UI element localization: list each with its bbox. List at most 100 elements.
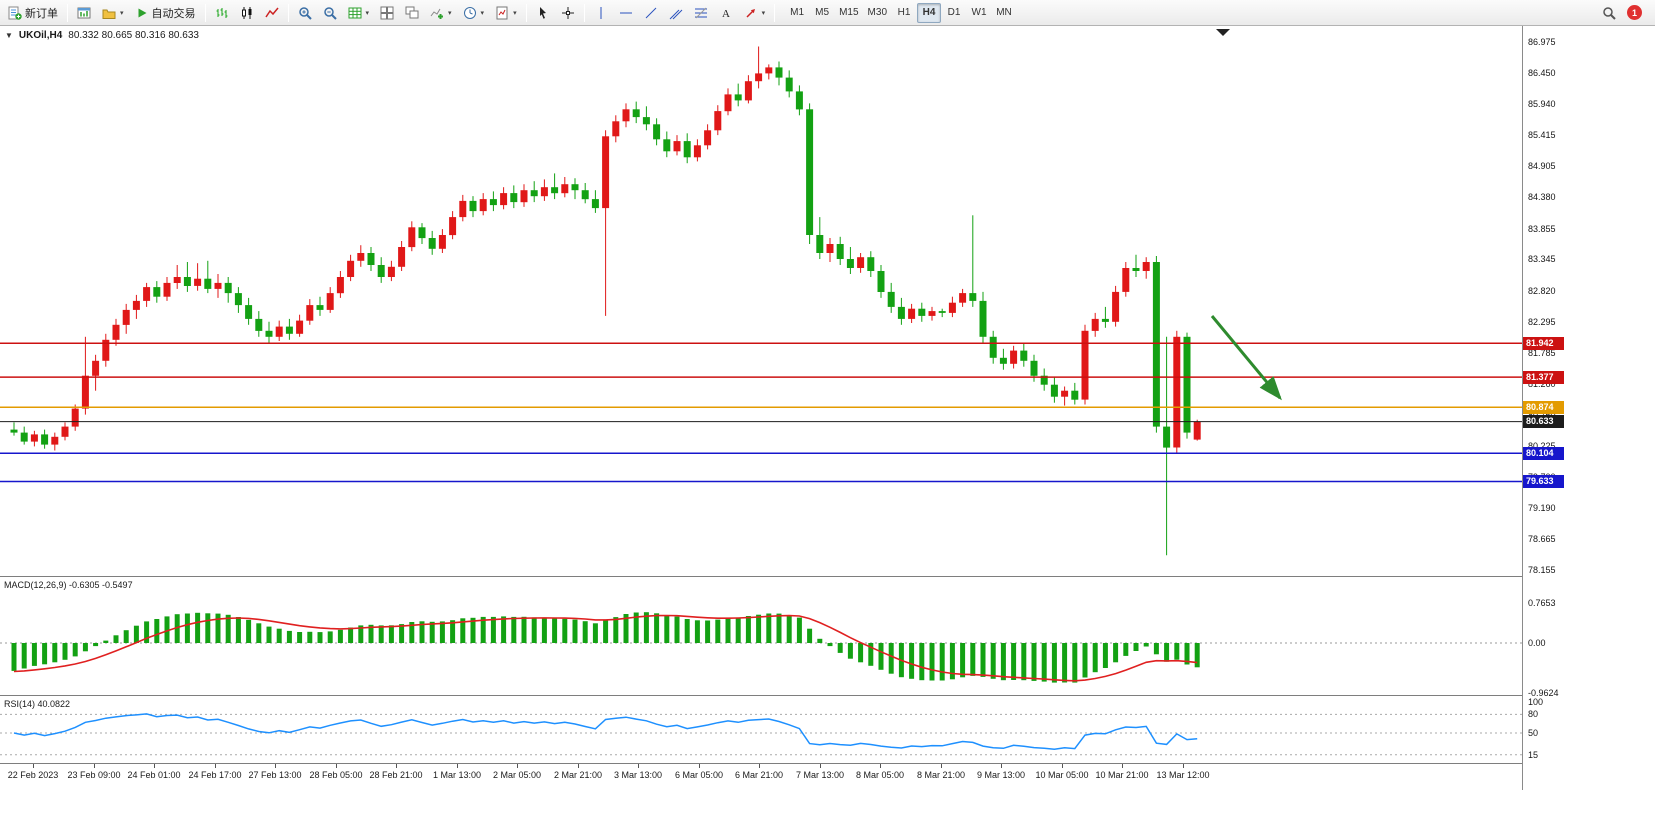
candle-body	[581, 190, 589, 200]
candle-body	[928, 311, 936, 316]
chart-window[interactable]: ▼ UKOil,H4 80.332 80.665 80.316 80.633 M…	[0, 26, 1655, 828]
vertical-line-tool-button[interactable]	[589, 2, 613, 24]
resistance-line-2-price-badge: 81.377	[1523, 371, 1564, 384]
timeframe-button-m30[interactable]: M30	[864, 3, 891, 23]
time-axis-tick	[880, 764, 881, 768]
rsi-panel[interactable]	[0, 696, 1522, 763]
candle-body	[398, 247, 406, 267]
candle-body	[1152, 262, 1160, 427]
timeframe-button-d1[interactable]: D1	[942, 3, 966, 23]
candle-body	[245, 305, 253, 319]
arrows-tool-button[interactable]: ▾	[739, 2, 771, 24]
price-axis[interactable]: 86.975 86.450 85.940 85.415 84.905 84.380 83.8…	[1522, 26, 1655, 790]
text-tool-button[interactable]: A	[714, 2, 738, 24]
notification-badge[interactable]: 1	[1627, 5, 1642, 20]
candle-body	[724, 94, 732, 112]
main-price-chart[interactable]	[0, 26, 1522, 576]
candle-body	[1050, 384, 1058, 397]
price-axis-label: 79.190	[1528, 503, 1556, 513]
price-axis-label: 82.295	[1528, 317, 1556, 327]
time-axis-tick	[1183, 764, 1184, 768]
time-axis-label: 7 Mar 13:00	[795, 770, 845, 780]
timeframe-button-h4[interactable]: H4	[917, 2, 941, 23]
candle-body	[734, 94, 742, 101]
time-axis-label: 24 Feb 01:00	[127, 770, 181, 780]
zoom-in-button[interactable]	[293, 2, 317, 24]
timeframe-button-m15[interactable]: M15	[835, 3, 862, 23]
candle-body	[663, 139, 671, 152]
indicators-icon	[430, 6, 444, 20]
time-axis[interactable]: 22 Feb 2023 23 Feb 09:00 24 Feb 01:00 24 Fe…	[0, 764, 1522, 828]
indicators-button[interactable]: ▾	[425, 2, 457, 24]
fibonacci-icon	[694, 6, 708, 20]
candle-body	[51, 436, 59, 445]
candle-body	[765, 67, 773, 74]
candlestick-mode-button[interactable]	[235, 2, 259, 24]
candle-body	[30, 434, 38, 442]
time-axis-tick	[578, 764, 579, 768]
periods-button[interactable]: ▾	[458, 2, 490, 24]
rsi-axis-label: 15	[1528, 750, 1539, 760]
candle-body	[561, 184, 569, 194]
timeframe-button-m1[interactable]: M1	[785, 3, 809, 23]
candle-body	[1071, 390, 1079, 400]
new-order-button[interactable]: 新订单	[3, 2, 63, 24]
crosshair-tool-button[interactable]	[556, 2, 580, 24]
candle-body	[693, 145, 701, 158]
candle-body	[520, 190, 528, 203]
support-line-2-price-badge: 79.633	[1523, 475, 1564, 488]
cascade-windows-button[interactable]	[400, 2, 424, 24]
timeframe-button-m5[interactable]: M5	[810, 3, 834, 23]
timeframe-button-w1[interactable]: W1	[967, 3, 991, 23]
tile-windows-button[interactable]	[375, 2, 399, 24]
candle-body	[744, 81, 752, 101]
symbol-dropdown-icon[interactable]: ▼	[5, 31, 13, 40]
autotrading-button[interactable]: 自动交易	[130, 2, 201, 24]
time-axis-tick	[33, 764, 34, 768]
timeframe-button-mn[interactable]: MN	[992, 3, 1016, 23]
crosshair-icon	[561, 6, 575, 20]
time-axis-tick	[517, 764, 518, 768]
cursor-tool-button[interactable]	[531, 2, 555, 24]
new-chart-button[interactable]	[72, 2, 96, 24]
cursor-icon	[536, 6, 550, 20]
panel-separator[interactable]	[0, 695, 1655, 696]
trendline-icon	[644, 6, 658, 20]
candle-body	[1122, 268, 1130, 292]
candle-body	[1081, 330, 1089, 400]
macd-panel[interactable]	[0, 577, 1522, 695]
candle-body	[551, 187, 559, 194]
candle-body	[41, 434, 49, 445]
channel-icon	[669, 6, 683, 20]
horizontal-line-tool-button[interactable]	[614, 2, 638, 24]
fibonacci-tool-button[interactable]	[689, 2, 713, 24]
dropdown-caret-icon: ▾	[513, 9, 517, 17]
dropdown-caret-icon: ▾	[365, 9, 370, 17]
trendline-tool-button[interactable]	[639, 2, 663, 24]
search-button[interactable]	[1597, 2, 1621, 24]
line-chart-mode-button[interactable]	[260, 2, 284, 24]
channel-tool-button[interactable]	[664, 2, 688, 24]
templates-button[interactable]: ▾	[490, 2, 522, 24]
candle-body	[173, 277, 181, 283]
autotrading-play-icon	[135, 6, 149, 20]
time-axis-label: 9 Mar 13:00	[976, 770, 1026, 780]
price-axis-label: 80.225	[1528, 441, 1556, 451]
price-axis-label: 83.345	[1528, 254, 1556, 264]
zoom-out-button[interactable]	[318, 2, 342, 24]
candle-body	[1132, 268, 1140, 271]
panel-separator[interactable]	[0, 576, 1655, 577]
macd-indicator-label: MACD(12,26,9) -0.6305 -0.5497	[4, 580, 133, 590]
timeframe-button-h1[interactable]: H1	[892, 3, 916, 23]
time-axis-tick	[94, 764, 95, 768]
price-axis-label: 84.905	[1528, 161, 1556, 171]
profiles-button[interactable]: ▾	[97, 2, 129, 24]
bar-chart-mode-button[interactable]	[210, 2, 234, 24]
grid-button[interactable]: ▾	[343, 2, 375, 24]
profiles-icon	[102, 6, 116, 20]
annotation-arrow[interactable]	[1210, 315, 1282, 401]
candle-body	[1010, 350, 1018, 364]
price-shift-marker[interactable]	[1216, 29, 1230, 36]
text-tool-icon: A	[719, 6, 733, 20]
candle-body	[622, 109, 630, 122]
